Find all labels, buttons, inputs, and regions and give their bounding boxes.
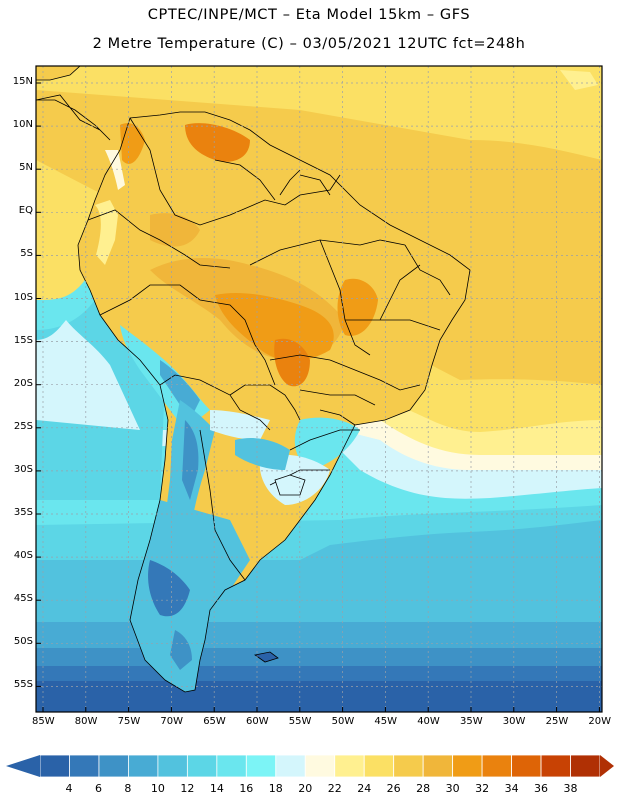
lon-label: 55W — [288, 716, 312, 727]
patagonia-cold — [130, 500, 250, 692]
lagoa-dos-patos — [274, 474, 306, 496]
colorbar — [6, 754, 614, 778]
colorbar-label: 30 — [445, 782, 460, 795]
andes-north-cool — [95, 200, 118, 265]
map-title-line2: 2 Metre Temperature (C) – 03/05/2021 12U… — [92, 36, 526, 52]
colorbar-label: 36 — [534, 782, 549, 795]
tierra-del-fuego-cold — [170, 630, 192, 670]
lon-label: 40W — [417, 716, 440, 727]
lon-label: 80W — [74, 716, 98, 727]
falkland-islands — [254, 651, 279, 663]
graticule — [36, 66, 602, 712]
colorbar-swatch — [98, 754, 129, 778]
colorbar-label: 22 — [327, 782, 342, 795]
pampas-cool — [235, 438, 290, 470]
colorbar-swatch — [334, 754, 365, 778]
central-america — [36, 94, 111, 141]
lon-label: 35W — [460, 716, 483, 727]
colombia-hot-region — [120, 123, 145, 164]
colorbar-over-arrow — [600, 755, 614, 777]
colorbar-label: 16 — [239, 782, 254, 795]
colorbar-swatch — [570, 754, 601, 778]
map-frame — [35, 65, 603, 713]
colorbar-swatch — [275, 754, 306, 778]
colorbar-under-arrow — [6, 755, 40, 777]
lon-label: 70W — [160, 716, 184, 727]
pantanal-hotspot — [274, 338, 310, 387]
lon-label: 30W — [502, 716, 526, 727]
colorbar-swatch — [481, 754, 512, 778]
bahia-hot-region — [337, 278, 378, 336]
colorbar-label: 14 — [209, 782, 224, 795]
pacific-mid-band — [36, 320, 140, 430]
map-title-line1: CPTEC/INPE/MCT – Eta Model 15km – GFS — [147, 7, 471, 23]
colorbar-label: 10 — [150, 782, 165, 795]
colorbar-swatch — [245, 754, 277, 778]
caribbean-coast — [36, 66, 81, 81]
patagonia-colder — [148, 560, 190, 617]
colorbar-swatch — [39, 754, 70, 778]
colorbar-swatch — [186, 754, 218, 778]
interior-very-hot-region — [215, 293, 334, 361]
colorbar-swatch — [393, 754, 424, 778]
altiplano-colder — [160, 360, 200, 420]
lat-label: 25S — [13, 420, 33, 432]
colorbar-label: 34 — [504, 782, 519, 795]
axis-ticks — [36, 82, 600, 712]
lon-label: 85W — [32, 716, 55, 727]
lat-label: 5N — [19, 162, 33, 174]
lat-label: 15N — [12, 76, 33, 87]
colorbar-swatch — [216, 754, 247, 778]
south-brazil-cool — [294, 417, 360, 470]
lat-label: 30S — [13, 463, 33, 475]
colorbar-swatch — [511, 754, 542, 778]
lat-label: 40S — [13, 550, 33, 562]
andes-colombia-cool — [105, 150, 125, 190]
colorbar-swatch — [128, 754, 159, 778]
colorbar-swatch — [363, 754, 395, 778]
map-panel — [36, 66, 602, 712]
colorbar-swatch — [540, 754, 571, 778]
lat-label: 15S — [13, 334, 33, 346]
lat-label: 50S — [13, 636, 33, 648]
lon-label: 65W — [203, 716, 226, 727]
andes-central-colder — [182, 420, 199, 500]
colorbar-label: 4 — [65, 782, 73, 795]
colorbar-label: 8 — [124, 782, 132, 795]
lat-label: 55S — [13, 679, 33, 691]
lat-label: 10S — [13, 291, 33, 303]
lat-label: 5S — [20, 248, 33, 260]
lon-label: 20W — [588, 716, 612, 727]
colorbar-label: 28 — [416, 782, 431, 795]
country-borders — [77, 111, 471, 693]
lon-label: 50W — [331, 716, 355, 727]
colorbar-label: 24 — [357, 782, 372, 795]
colorbar-label: 38 — [563, 782, 578, 795]
lat-label: EQ — [18, 205, 33, 217]
colorbar-swatch — [422, 754, 454, 778]
colorbar-label: 12 — [180, 782, 195, 795]
ocean-band-caribbean — [36, 66, 602, 160]
colorbar-label: 26 — [386, 782, 401, 795]
colorbar-label: 20 — [298, 782, 313, 795]
lon-label: 25W — [545, 716, 569, 727]
colorbar-label: 6 — [94, 782, 102, 795]
colorbar-swatch — [157, 754, 188, 778]
atlantic-north-patch — [560, 70, 598, 90]
amazon-west-region — [150, 213, 200, 247]
colorbar-swatch — [304, 754, 336, 778]
lon-label: 75W — [117, 716, 141, 727]
lat-label: 45S — [13, 593, 33, 605]
colorbar-label: 18 — [268, 782, 283, 795]
colorbar-label: 32 — [475, 782, 490, 795]
venezuela-hotspot — [185, 123, 250, 162]
colorbar-swatch — [69, 754, 100, 778]
lon-label: 60W — [246, 716, 269, 727]
lat-label: 10N — [12, 119, 33, 131]
lat-label: 35S — [13, 507, 33, 518]
lat-label: 20S — [13, 377, 33, 389]
colorbar-swatch — [452, 754, 483, 778]
lon-label: 45W — [374, 716, 398, 727]
